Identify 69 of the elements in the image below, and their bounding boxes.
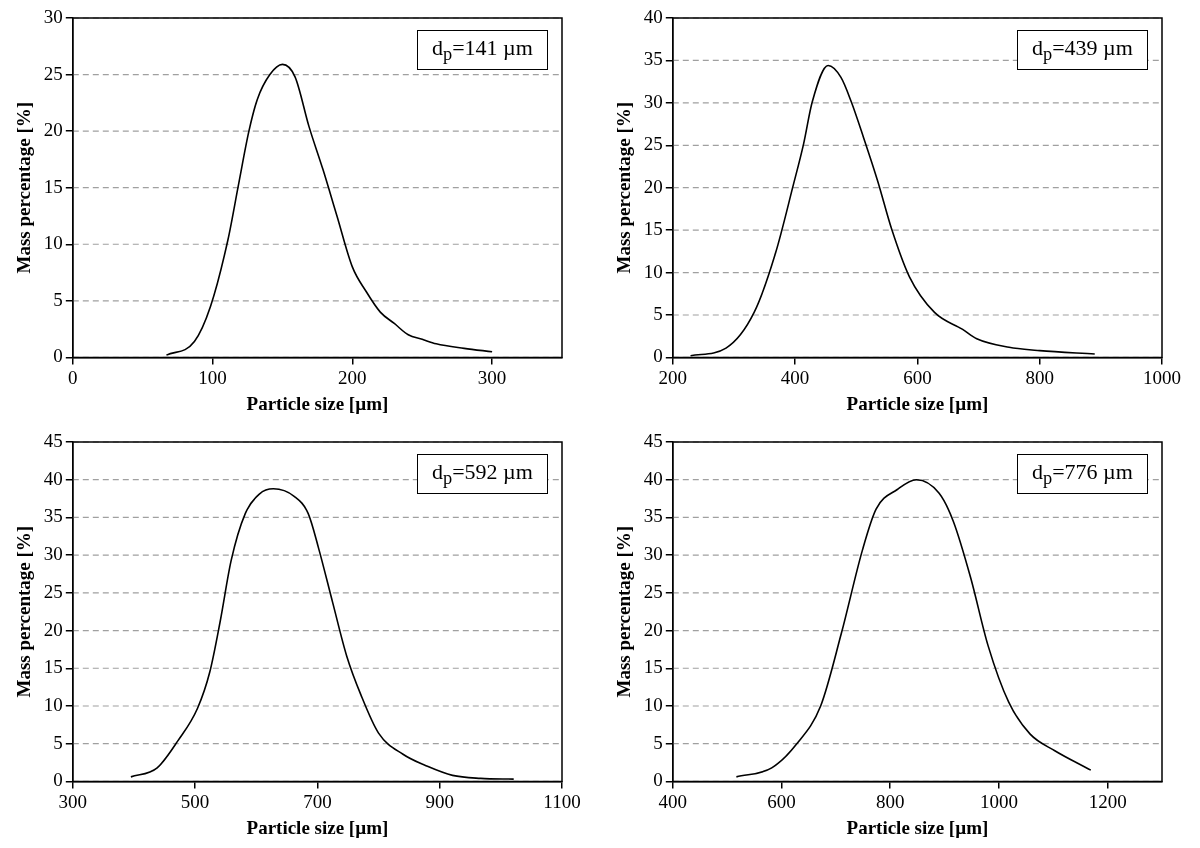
y-tick-label: 40 <box>643 467 663 489</box>
y-axis-title: Mass percentage [%] <box>613 525 635 698</box>
x-axis-title: Particle size [µm] <box>246 392 389 414</box>
y-tick-label: 5 <box>653 302 663 324</box>
y-tick-label: 15 <box>43 656 63 678</box>
x-tick-label: 600 <box>767 790 796 812</box>
line-series <box>130 487 515 780</box>
y-tick-label: 25 <box>43 62 63 84</box>
x-tick-label: 800 <box>875 790 905 812</box>
y-tick-label: 10 <box>43 232 63 254</box>
line-series <box>165 63 493 356</box>
y-tick-label: 15 <box>643 656 663 678</box>
annotation: d$_{p}$=439 µm <box>1017 30 1148 71</box>
y-tick-label: 45 <box>43 429 63 451</box>
x-tick-label: 100 <box>198 366 227 388</box>
x-axis-title: Particle size [µm] <box>246 816 389 838</box>
y-tick-label: 40 <box>643 5 663 27</box>
y-tick-label: 30 <box>643 90 663 112</box>
x-tick-label: 600 <box>903 366 932 388</box>
y-tick-label: 15 <box>643 218 663 240</box>
x-tick-label: 200 <box>658 366 688 388</box>
y-axis-title: Mass percentage [%] <box>613 101 635 274</box>
x-tick-label: 300 <box>58 790 88 812</box>
y-tick-label: 0 <box>653 345 663 367</box>
x-tick-label: 1000 <box>1143 366 1181 388</box>
y-tick-label: 10 <box>643 693 663 715</box>
y-tick-label: 35 <box>643 505 663 527</box>
y-tick-label: 10 <box>43 693 63 715</box>
y-tick-label: 15 <box>43 175 63 197</box>
y-tick-label: 35 <box>43 505 63 527</box>
y-tick-label: 0 <box>53 345 63 367</box>
y-tick-label: 25 <box>43 580 63 602</box>
x-tick-label: 300 <box>477 366 507 388</box>
y-tick-label: 5 <box>653 731 663 753</box>
x-tick-label: 700 <box>303 790 332 812</box>
annotation: d$_{p}$=776 µm <box>1017 454 1148 495</box>
y-tick-label: 25 <box>643 580 663 602</box>
y-tick-label: 30 <box>43 543 63 565</box>
x-tick-label: 1000 <box>979 790 1018 812</box>
y-tick-label: 45 <box>643 429 663 451</box>
x-tick-label: 500 <box>180 790 210 812</box>
y-tick-label: 35 <box>643 48 663 70</box>
y-tick-label: 10 <box>643 260 663 282</box>
x-tick-label: 1100 <box>543 790 581 812</box>
y-tick-label: 20 <box>43 618 63 640</box>
x-tick-label: 800 <box>1025 366 1054 388</box>
y-tick-label: 40 <box>43 467 63 489</box>
y-axis-title: Mass percentage [%] <box>13 525 35 698</box>
y-tick-label: 25 <box>643 133 663 155</box>
x-axis-title: Particle size [µm] <box>846 816 989 838</box>
annotation: d$_{p}$=141 µm <box>417 30 548 71</box>
x-tick-label: 1200 <box>1088 790 1127 812</box>
y-tick-label: 20 <box>43 119 63 141</box>
annotation: d$_{p}$=592 µm <box>417 454 548 495</box>
y-tick-label: 5 <box>53 731 63 753</box>
y-axis-title: Mass percentage [%] <box>13 101 35 274</box>
y-tick-label: 0 <box>53 769 63 791</box>
x-tick-label: 900 <box>425 790 454 812</box>
y-tick-label: 30 <box>43 5 63 27</box>
x-tick-label: 200 <box>338 366 367 388</box>
y-tick-label: 30 <box>643 543 663 565</box>
x-axis-title: Particle size [µm] <box>846 392 989 414</box>
x-tick-label: 0 <box>68 366 78 388</box>
y-tick-label: 0 <box>653 769 663 791</box>
x-tick-label: 400 <box>658 790 688 812</box>
y-tick-label: 5 <box>53 288 63 310</box>
x-tick-label: 400 <box>780 366 810 388</box>
y-tick-label: 20 <box>643 618 663 640</box>
y-tick-label: 20 <box>643 175 663 197</box>
